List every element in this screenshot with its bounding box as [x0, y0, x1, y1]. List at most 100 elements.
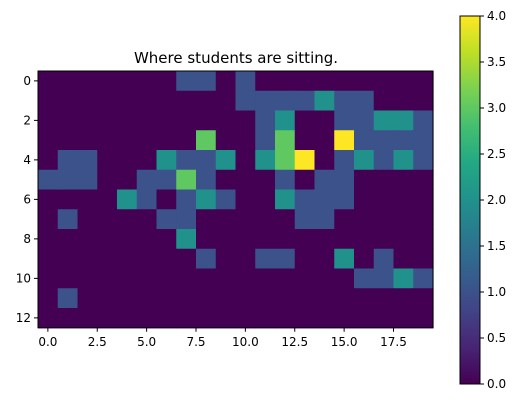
heatmap-cell — [136, 130, 158, 151]
heatmap-cell — [275, 90, 296, 112]
heatmap-cell — [176, 268, 197, 289]
heatmap-cell — [57, 169, 79, 191]
heatmap-cell — [373, 268, 395, 289]
heatmap-cell — [393, 90, 414, 112]
heatmap-cell — [275, 229, 296, 250]
heatmap-cell — [38, 110, 59, 131]
heatmap-cell — [393, 248, 414, 270]
heatmap-cell — [314, 71, 335, 92]
heatmap-cell — [117, 308, 138, 329]
heatmap-cell — [136, 229, 158, 250]
heatmap-cell — [196, 308, 217, 329]
heatmap-cell — [235, 308, 256, 329]
heatmap-cell — [136, 189, 158, 210]
heatmap-cell — [77, 150, 98, 171]
heatmap-cell — [136, 248, 158, 270]
heatmap-cell — [373, 150, 395, 171]
heatmap-cell — [334, 110, 355, 131]
heatmap-cell — [215, 229, 237, 250]
colorbar: 0.0 0.5 1.0 1.5 2.0 2.5 3.0 3.5 4.0 — [459, 9, 506, 391]
heatmap-cell — [373, 90, 395, 112]
heatmap-cell — [77, 169, 98, 191]
heatmap-cell — [413, 110, 434, 131]
heatmap-cell — [393, 189, 414, 210]
heatmap-cell — [156, 268, 177, 289]
heatmap-cell — [334, 169, 355, 191]
heatmap-cell — [215, 71, 237, 92]
heatmap-cell — [215, 248, 237, 270]
heatmap-cell — [57, 209, 79, 230]
heatmap-cell — [334, 150, 355, 171]
y-tick-label: 4 — [23, 153, 31, 167]
heatmap-cell — [176, 308, 197, 329]
heatmap-cell — [354, 130, 375, 151]
heatmap-cell — [176, 248, 197, 270]
heatmap-cell — [334, 229, 355, 250]
heatmap-cell — [354, 150, 375, 171]
heatmap-cell — [97, 209, 118, 230]
heatmap-cell — [275, 248, 296, 270]
heatmap-cell — [334, 209, 355, 230]
x-tick-label: 2.5 — [88, 335, 107, 349]
heatmap-cell — [275, 150, 296, 171]
heatmap-cell — [38, 288, 59, 309]
heatmap-cell — [255, 248, 276, 270]
x-tick-label: 5.0 — [137, 335, 156, 349]
colorbar-tick-label: 3.0 — [487, 101, 506, 115]
heatmap-cell — [354, 110, 375, 131]
heatmap-cell — [196, 90, 217, 112]
heatmap-cell — [373, 288, 395, 309]
heatmap-cell — [97, 248, 118, 270]
heatmap-cell — [393, 209, 414, 230]
heatmap-cell — [57, 288, 79, 309]
heatmap-cell — [215, 169, 237, 191]
heatmap-cell — [176, 110, 197, 131]
heatmap-cell — [255, 268, 276, 289]
heatmap-cell — [334, 71, 355, 92]
x-tick-label: 15.0 — [331, 335, 358, 349]
heatmap-cell — [176, 90, 197, 112]
heatmap-cell — [117, 130, 138, 151]
x-tick-label: 17.5 — [380, 335, 407, 349]
heatmap-cell — [334, 308, 355, 329]
heatmap-cell — [294, 308, 316, 329]
heatmap-cell — [314, 189, 335, 210]
heatmap-cell — [294, 130, 316, 151]
heatmap-cell — [156, 248, 177, 270]
heatmap-cell — [235, 71, 256, 92]
heatmap-cell — [97, 71, 118, 92]
heatmap-cell — [77, 71, 98, 92]
heatmap-cell — [97, 150, 118, 171]
heatmap-cell — [314, 229, 335, 250]
heatmap-cell — [275, 189, 296, 210]
heatmap-cell — [156, 90, 177, 112]
heatmap-cell — [235, 110, 256, 131]
heatmap-cell — [136, 150, 158, 171]
heatmap-cell — [294, 189, 316, 210]
heatmap-cell — [275, 209, 296, 230]
heatmap-cell — [38, 268, 59, 289]
heatmap-cell — [196, 248, 217, 270]
heatmap-cell — [57, 248, 79, 270]
heatmap-cell — [294, 169, 316, 191]
colorbar-tick-label: 2.5 — [487, 147, 506, 161]
heatmap-cell — [215, 130, 237, 151]
heatmap-cell — [393, 130, 414, 151]
heatmap-cell — [176, 288, 197, 309]
heatmap-cell — [235, 189, 256, 210]
heatmap-cell — [255, 71, 276, 92]
heatmap-cell — [354, 169, 375, 191]
heatmap-cell — [334, 268, 355, 289]
x-tick-label: 10.0 — [232, 335, 259, 349]
heatmap-cell — [176, 169, 197, 191]
heatmap-cell — [314, 110, 335, 131]
heatmap-cell — [235, 130, 256, 151]
heatmap-cell — [393, 268, 414, 289]
heatmap-cell — [294, 248, 316, 270]
heatmap-cell — [77, 130, 98, 151]
heatmap-cell — [38, 189, 59, 210]
heatmap-cell — [57, 110, 79, 131]
heatmap-cell — [97, 110, 118, 131]
heatmap-cell — [294, 110, 316, 131]
